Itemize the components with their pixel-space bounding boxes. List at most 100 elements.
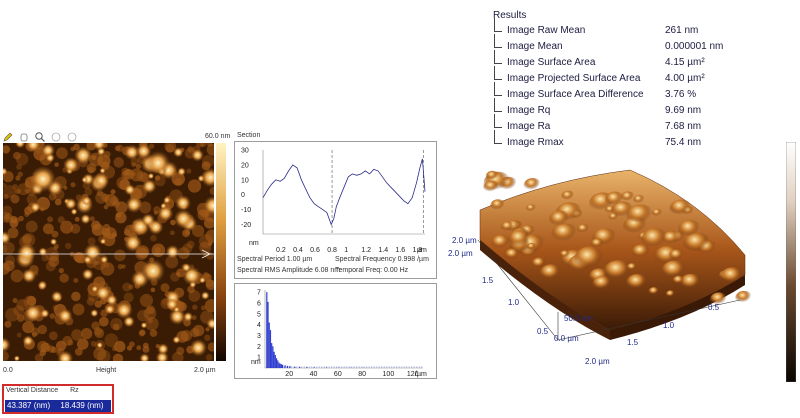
section-y-tick: -20	[241, 222, 251, 229]
spectrum-x-tick: 100	[383, 371, 395, 378]
section-x-tick: 1	[344, 247, 348, 254]
spectral-rms: Spectral RMS Amplitude 6.08 nm	[237, 267, 341, 274]
section-title: Section	[237, 132, 261, 139]
spectrum-bar	[279, 363, 281, 368]
section-x-tick: 0.2	[276, 247, 286, 254]
result-row: Image Rq 9.69 nm	[493, 98, 793, 119]
section-y-unit: nm	[249, 240, 259, 247]
result-value: 9.69 nm	[665, 105, 702, 116]
spectrum-bar	[286, 365, 289, 368]
spectrum-x-tick: 80	[358, 371, 366, 378]
spectrum-bar	[282, 364, 284, 368]
result-name: Image Mean	[507, 41, 563, 52]
spectrum-x-tick: 40	[310, 371, 318, 378]
spectrum-bar	[271, 343, 273, 368]
spectrum-bar	[289, 366, 291, 368]
result-name: Image Raw Mean	[507, 25, 586, 36]
result-row: Image Projected Surface Area 4.00 µm²	[493, 66, 793, 87]
spectrum-bar	[267, 301, 269, 368]
spectrum-x-unit: /µm	[415, 371, 427, 378]
vd-values: 43.387 (nm) 18.439 (nm)	[5, 400, 111, 412]
spectrum-y-tick: 3	[257, 333, 261, 340]
spectrum-bar	[294, 366, 296, 368]
result-row: Image Surface Area 4.15 µm²	[493, 50, 793, 71]
view3d-label: 1.5	[482, 276, 494, 285]
section-y-tick: -10	[241, 207, 251, 214]
spectrum-bar	[277, 360, 279, 368]
result-name: Image Projected Surface Area	[507, 73, 641, 84]
section-profile-chart: 30 20 10 0 -10 -20 nm 0.2 0.4 0.6 0.8 1 1.2 1.4 1.6 1.8…	[241, 148, 427, 255]
spectrum-x-tick: 60	[334, 371, 342, 378]
view3d-label: 1.5	[627, 338, 639, 347]
result-name: Image Surface Area Difference	[507, 89, 644, 100]
result-value: 4.00 µm²	[665, 73, 705, 84]
spectrum-y-tick: 6	[257, 301, 261, 308]
view3d-label: 1.0	[508, 298, 520, 307]
vertical-distance-value: 43.387 (nm)	[7, 401, 51, 410]
view3d-label: 2.0 µm	[452, 236, 477, 245]
rz-label: Rz	[70, 387, 79, 394]
spectrum-bar	[284, 365, 286, 368]
section-x-unit: µm	[417, 247, 427, 254]
spectrum-bar	[274, 355, 276, 368]
result-row: Image Raw Mean 261 nm	[493, 18, 793, 39]
spectrum-bar	[278, 362, 280, 368]
view3d-label: 0.5	[537, 327, 549, 336]
result-row: Image Rmax 75.4 nm	[493, 130, 793, 151]
spectrum-bar	[272, 346, 274, 368]
spectrum-bar	[299, 366, 301, 368]
result-name: Image Ra	[507, 121, 551, 132]
x-axis-label: Height	[96, 367, 117, 374]
scale-top-label: 60.0 nm	[205, 133, 231, 140]
section-x-tick: 0.4	[293, 247, 303, 254]
spectral-frequency: Spectral Frequency 0.998 /µm	[335, 256, 429, 263]
section-y-tick: 0	[241, 192, 245, 199]
spectrum-x-tick: 20	[285, 371, 293, 378]
zoom-out-icon[interactable]	[66, 131, 78, 143]
spectrum-panel: 7 6 5 4 3 2 1 nm 20 40 60 80 100 120/µm	[234, 283, 437, 379]
3d-color-scale	[786, 142, 796, 382]
section-x-tick: 1.4	[378, 247, 388, 254]
result-name: Image Rmax	[507, 137, 564, 148]
result-row: Image Mean 0.000001 nm	[493, 34, 793, 55]
section-x-tick: 1.6	[395, 247, 405, 254]
spectrum-y-tick: 5	[257, 311, 261, 318]
spectrum-bar	[269, 330, 272, 368]
spectrum-chart: 7 6 5 4 3 2 1nm 20 40 60 80 100 120/µm	[251, 290, 427, 378]
spectrum-y-tick: 4	[257, 322, 261, 329]
section-y-tick: 10	[241, 177, 249, 184]
zoom-in-icon[interactable]	[50, 131, 62, 143]
section-y-tick: 20	[241, 162, 249, 169]
result-name: Image Surface Area	[507, 57, 596, 68]
spectrum-y-unit: nm	[251, 359, 261, 366]
spectrum-bar	[280, 364, 282, 368]
spectrum-bar	[306, 367, 308, 368]
magnifier-icon[interactable]	[34, 131, 46, 143]
afm-height-image[interactable]	[3, 143, 214, 361]
spectrum-x-tick: 120	[407, 371, 419, 378]
spectral-period: Spectral Period 1.00 µm	[237, 256, 313, 263]
view3d-label: 50.0 nm	[564, 314, 593, 323]
result-value: 261 nm	[665, 25, 699, 36]
result-value: 3.76 %	[665, 89, 697, 100]
section-y-tick: 30	[241, 148, 249, 155]
results-title: Results	[493, 10, 527, 21]
section-x-tick: 1.8	[412, 247, 422, 254]
spectrum-bar	[313, 367, 315, 368]
temporal-freq: Temporal Freq: 0.00 Hz	[335, 267, 409, 274]
vd-labels: Vertical Distance Rz	[6, 387, 79, 394]
spectrum-y-tick: 7	[257, 290, 261, 297]
x-start-label: 0.0	[3, 367, 13, 374]
view3d-label: 2.0 µm	[448, 249, 473, 258]
spectrum-bar	[275, 358, 278, 368]
view3d-label: 0.5	[708, 303, 720, 312]
hand-icon[interactable]	[18, 131, 30, 143]
result-value: 4.15 µm²	[665, 57, 705, 68]
section-x-tick: 0.6	[310, 247, 320, 254]
x-end-label: 2.0 µm	[194, 367, 216, 374]
result-name: Image Rq	[507, 105, 551, 116]
result-value: 0.000001 nm	[665, 41, 724, 52]
vertical-distance-box: Vertical Distance Rz 43.387 (nm) 18.439 …	[2, 384, 114, 414]
pencil-icon[interactable]	[2, 131, 14, 143]
afm-3d-surface[interactable]: 2.0 µm 2.0 µm 1.5 1.0 0.5 0.0 µm 50.0 nm 0.5 1.0…	[440, 140, 790, 380]
